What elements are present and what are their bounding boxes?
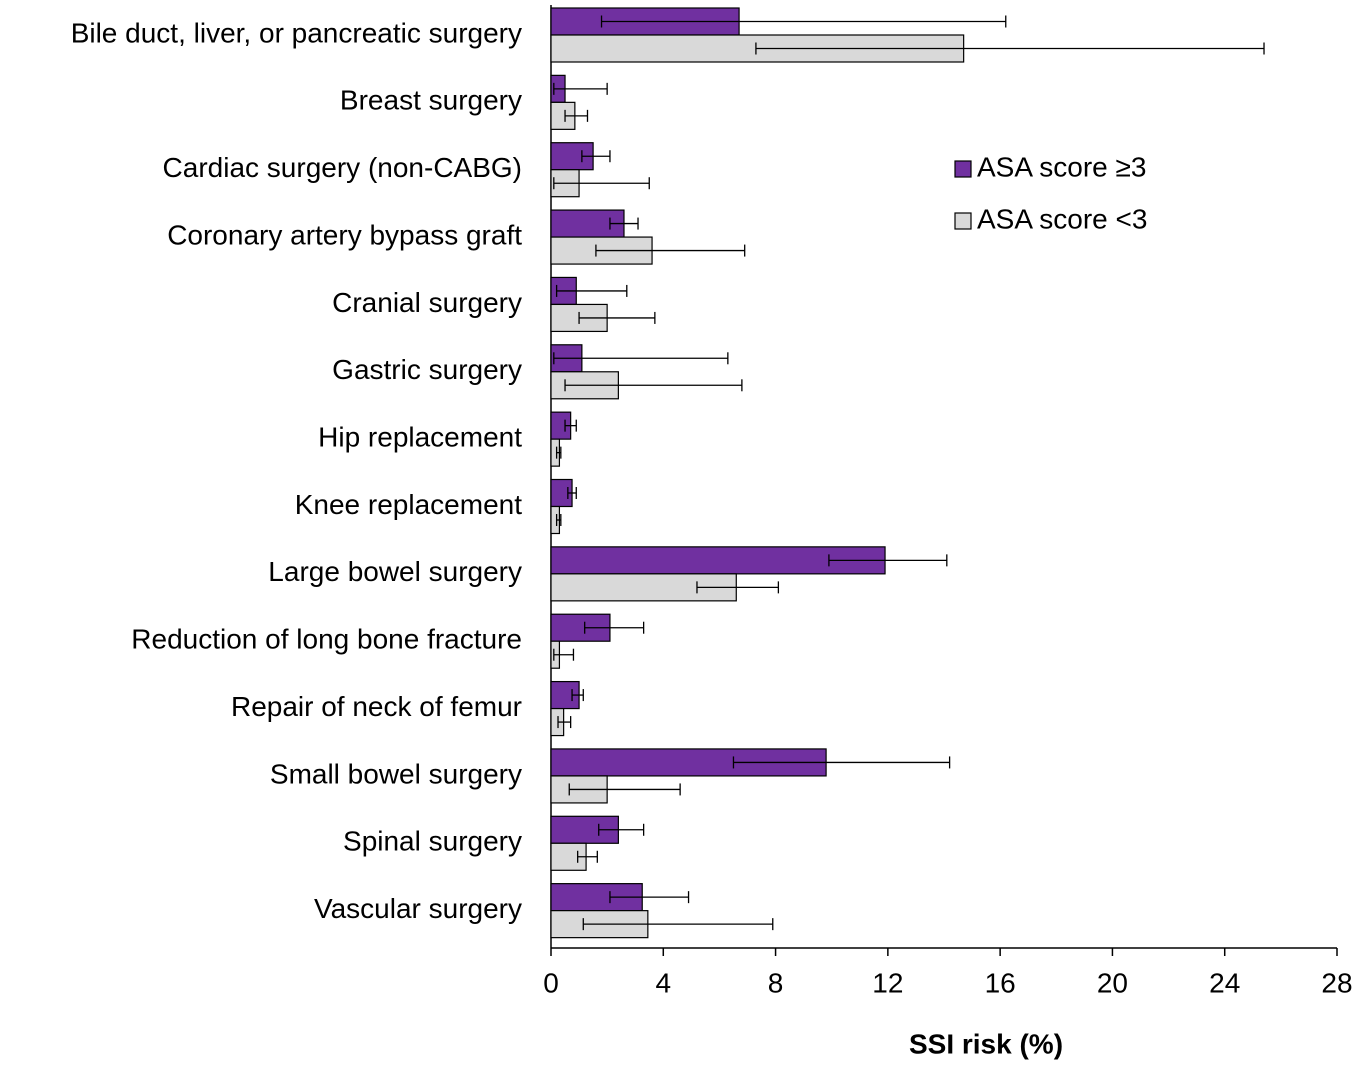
y-tick-label: Spinal surgery — [343, 826, 522, 857]
error-bar — [567, 487, 577, 499]
legend-swatch — [954, 212, 972, 230]
y-tick-label: Cranial surgery — [332, 287, 522, 318]
y-tick-label: Coronary artery bypass graft — [167, 219, 522, 250]
error-bar — [568, 783, 681, 796]
error-bar — [553, 82, 608, 95]
error-bar — [598, 823, 645, 836]
error-bar — [732, 756, 951, 769]
error-bar — [577, 850, 598, 863]
error-bar — [581, 150, 611, 163]
legend-label: ASA score ≥3 — [977, 151, 1146, 182]
error-bar — [584, 621, 645, 634]
x-tick-label: 4 — [655, 967, 671, 998]
y-tick-label: Breast surgery — [340, 85, 522, 116]
y-tick-label: Gastric surgery — [332, 354, 522, 385]
error-bar — [555, 446, 562, 459]
y-tick-label: Vascular surgery — [314, 893, 522, 924]
x-axis-title: SSI risk (%) — [909, 1028, 1063, 1059]
y-tick-label: Reduction of long bone fracture — [131, 624, 522, 655]
x-tick-label: 0 — [543, 967, 559, 998]
y-tick-label: Bile duct, liver, or pancreatic surgery — [71, 17, 522, 48]
error-bar — [553, 177, 650, 190]
error-bar — [555, 284, 628, 297]
error-bar — [609, 891, 690, 904]
error-bar — [600, 15, 1007, 28]
y-tick-label: Small bowel surgery — [270, 758, 522, 789]
y-tick-label: Hip replacement — [318, 422, 522, 453]
x-tick-label: 8 — [768, 967, 784, 998]
error-bar — [555, 514, 562, 526]
error-bar — [828, 554, 948, 567]
x-tick-label: 28 — [1321, 967, 1352, 998]
legend-label: ASA score <3 — [977, 203, 1147, 234]
error-bar — [582, 918, 774, 931]
y-tick-label: Large bowel surgery — [268, 556, 522, 587]
x-tick-label: 16 — [985, 967, 1016, 998]
legend-swatch — [954, 160, 972, 178]
y-tick-label: Cardiac surgery (non-CABG) — [163, 152, 522, 183]
error-bar — [557, 716, 572, 729]
error-bar — [609, 217, 639, 230]
y-tick-label: Knee replacement — [295, 489, 522, 520]
error-bar — [696, 581, 780, 594]
x-tick-label: 20 — [1097, 967, 1128, 998]
error-bar — [564, 109, 589, 122]
error-bar — [595, 244, 746, 257]
error-bar — [564, 379, 743, 392]
error-bar — [553, 352, 729, 365]
error-bar — [571, 689, 584, 702]
error-bar — [553, 648, 575, 661]
error-bar — [755, 42, 1265, 55]
error-bar — [578, 311, 656, 324]
x-tick-label: 24 — [1209, 967, 1240, 998]
x-tick-label: 12 — [872, 967, 903, 998]
y-tick-label: Repair of neck of femur — [231, 691, 522, 722]
error-bar — [564, 419, 577, 432]
